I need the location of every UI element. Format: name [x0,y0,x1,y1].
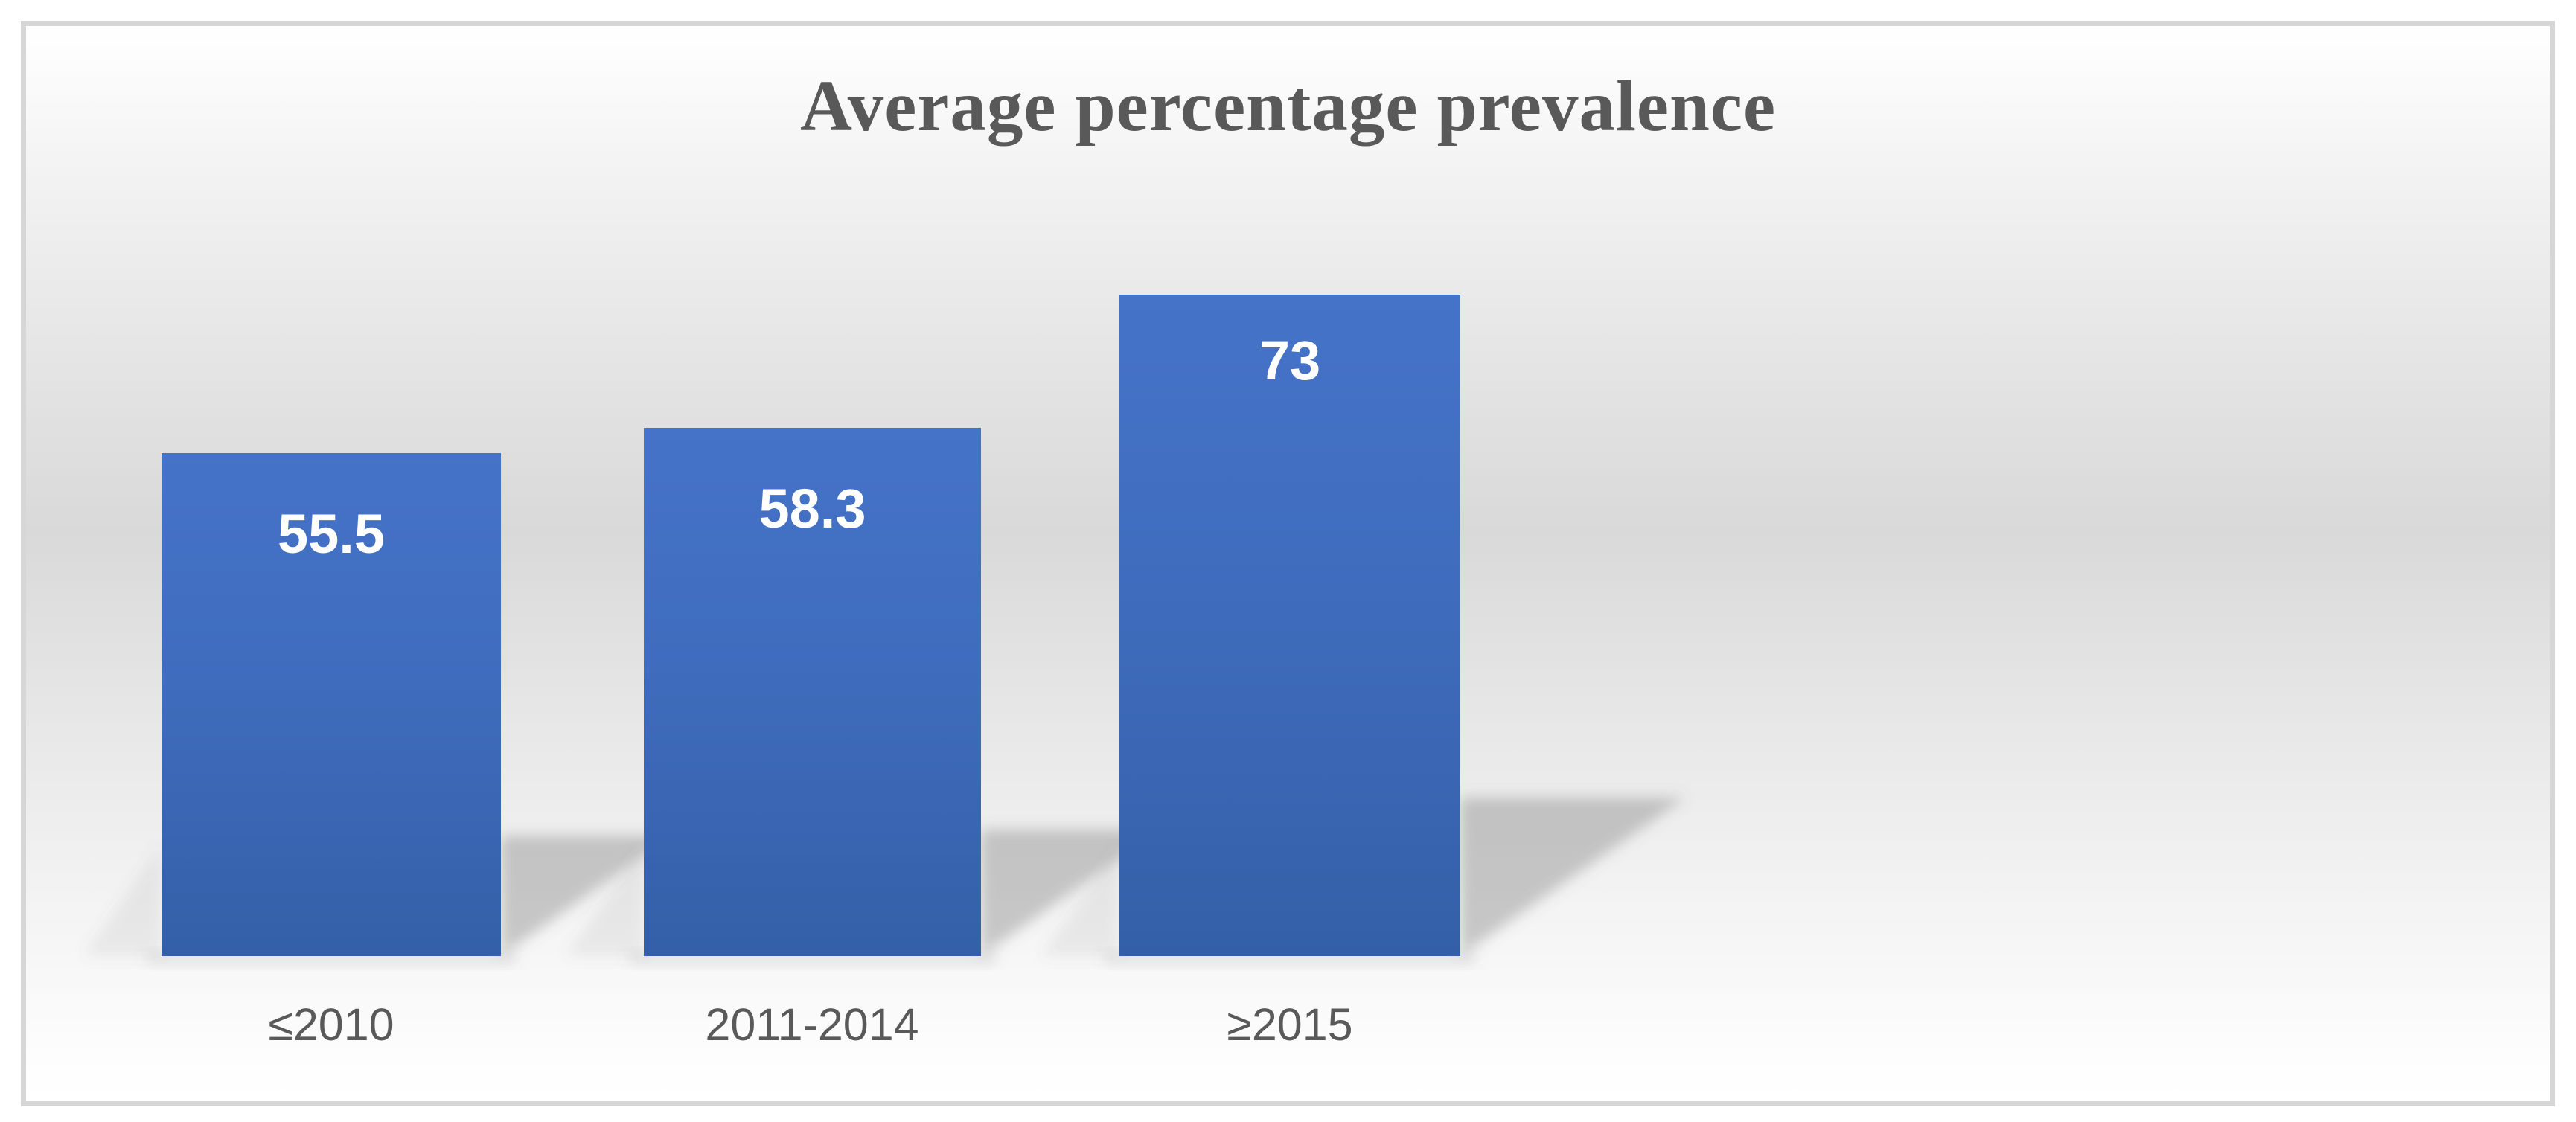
chart-title: Average percentage prevalence [799,66,1777,146]
bar-2011-2014: 58.3 [644,428,981,956]
bar-data-label: 55.5 [277,503,386,565]
bar-≥2015: 73 [1119,295,1460,956]
bar-data-label: 58.3 [758,478,866,539]
bar-data-label: 73 [1259,330,1321,391]
bar-≤2010: 55.5 [162,453,501,956]
category-label-2011-2014: 2011-2014 [705,999,919,1050]
category-label-≤2010: ≤2010 [268,999,394,1050]
category-label-≥2015: ≥2015 [1227,999,1353,1050]
